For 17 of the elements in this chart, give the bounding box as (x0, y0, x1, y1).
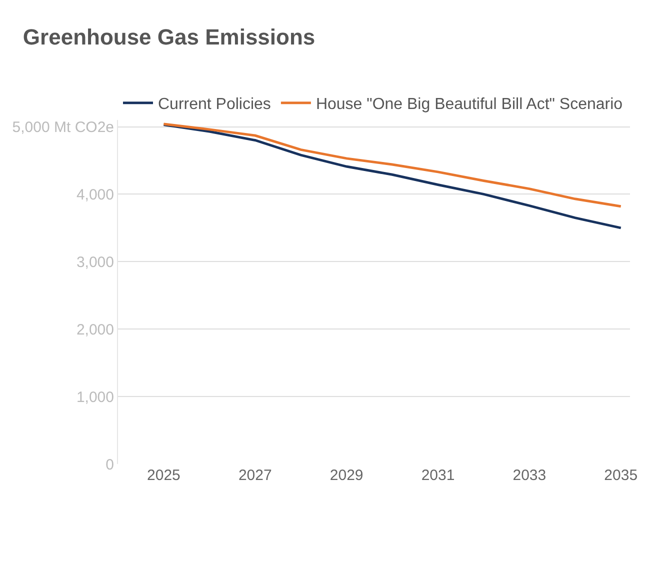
y-tick-label: 5,000 Mt CO2e (12, 119, 114, 136)
chart-title: Greenhouse Gas Emissions (22, 24, 316, 50)
line-series (162, 122, 622, 208)
legend-label: House "One Big Beautiful Bill Act" Scenario (316, 96, 623, 114)
y-tick-label: 1,000 (76, 388, 114, 406)
x-tick-label: 2029 (330, 467, 364, 484)
x-tick-label: 2031 (421, 467, 455, 484)
x-tick-label: 2027 (238, 467, 272, 484)
y-tick-label: 0 (106, 456, 114, 474)
y-tick-label: 4,000 (76, 186, 114, 204)
y-tick-label: 3,000 (76, 254, 114, 271)
y-tick-label: 2,000 (76, 321, 114, 338)
line-series (162, 123, 622, 230)
x-tick-label: 2035 (604, 467, 638, 484)
legend-label: Current Policies (158, 96, 271, 114)
x-tick-label: 2033 (512, 467, 546, 484)
x-tick-label: 2025 (147, 467, 180, 484)
